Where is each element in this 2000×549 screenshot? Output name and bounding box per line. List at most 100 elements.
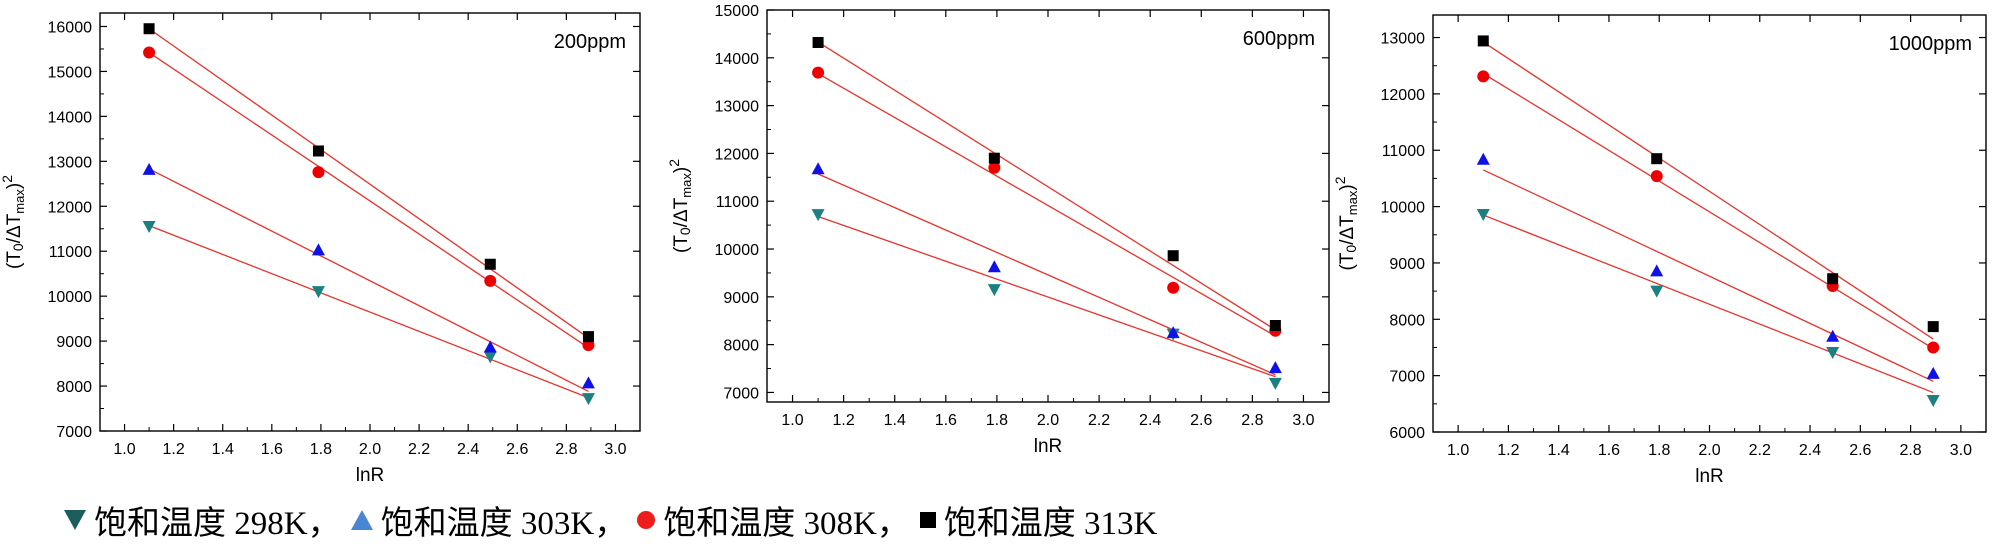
fit-line — [1482, 41, 1934, 340]
triangle-up-icon — [350, 510, 373, 530]
x-tick-label: 1.6 — [935, 412, 957, 429]
data-point — [1927, 341, 1940, 354]
data-point — [312, 166, 325, 179]
x-tick-label: 1.8 — [310, 441, 332, 458]
y-tick-label: 14000 — [715, 51, 760, 68]
plot-frame — [99, 12, 641, 432]
chart-panel: 1.0 1.2 1.4 1.6 1.8 2.0 2.2 2.4 2.6 2.8 3.0 6000 700… — [1332, 14, 1987, 487]
x-tick-label: 2.0 — [1037, 412, 1059, 429]
data-point — [1650, 170, 1663, 183]
fit-line — [148, 28, 589, 339]
legend-label-298k: 饱和温度 298K — [94, 506, 308, 542]
x-tick-label: 3.0 — [1292, 412, 1314, 429]
data-point — [1927, 321, 1939, 333]
data-point — [143, 46, 156, 59]
data-point — [1167, 250, 1179, 262]
legend-item-298k: 饱和温度 298K， — [62, 496, 349, 544]
y-tick-label: 7000 — [723, 385, 759, 402]
chart-panel: 1.0 1.2 1.4 1.6 1.8 2.0 2.2 2.4 2.6 2.8 3.0 7000 800… — [0, 12, 641, 486]
x-tick-label: 1.0 — [113, 441, 135, 458]
y-axis-label: (T0/ΔTmax)2 — [666, 159, 694, 253]
x-tick-label: 1.4 — [884, 412, 906, 429]
data-point — [581, 393, 595, 406]
data-point — [1166, 326, 1180, 339]
data-point — [1650, 285, 1664, 298]
data-point — [143, 23, 155, 35]
y-tick-label: 8000 — [723, 338, 759, 355]
legend: 饱和温度 298K， 饱和温度 303K， 饱和温度 308K， 饱和温度 31… — [62, 500, 1165, 542]
fit-line — [1482, 73, 1934, 350]
x-tick-label: 2.4 — [1139, 412, 1161, 429]
panel-title: 1000ppm — [1889, 33, 1972, 55]
data-point — [311, 243, 325, 256]
x-tick-label: 2.2 — [408, 441, 430, 458]
data-point — [311, 286, 325, 299]
x-tick-label: 2.6 — [506, 441, 528, 458]
legend-separator: ， — [594, 506, 628, 542]
data-point — [581, 376, 595, 389]
data-point — [1926, 366, 1940, 379]
data-point — [812, 37, 824, 49]
y-tick-label: 8000 — [56, 379, 92, 396]
legend-separator: ， — [876, 506, 910, 542]
y-tick-label: 7000 — [56, 424, 92, 441]
square-icon — [919, 512, 936, 528]
x-tick-label: 2.6 — [1849, 442, 1871, 459]
x-tick-label: 1.6 — [1598, 442, 1620, 459]
legend-label-313k: 饱和温度 313K — [943, 506, 1158, 542]
data-point — [1826, 347, 1840, 360]
y-tick-label: 13000 — [48, 154, 93, 171]
fit-line — [1482, 169, 1934, 382]
data-point — [1268, 377, 1282, 390]
x-tick-label: 2.6 — [1190, 412, 1212, 429]
x-tick-label: 1.8 — [986, 412, 1008, 429]
data-point — [142, 162, 156, 175]
x-axis-label: lnR — [1034, 436, 1063, 457]
data-point — [483, 340, 497, 353]
circle-icon — [637, 511, 656, 529]
data-point — [811, 162, 825, 175]
plot-frame — [1432, 14, 1987, 433]
y-axis-label: (T0/ΔTmax)2 — [0, 175, 27, 269]
legend-item-308k: 饱和温度 308K， — [635, 496, 918, 544]
y-tick-label: 10000 — [715, 242, 760, 259]
x-tick-label: 2.0 — [1698, 442, 1720, 459]
fit-line — [148, 224, 589, 399]
data-point — [1268, 361, 1282, 374]
y-tick-label: 13000 — [1381, 31, 1426, 48]
fit-line — [148, 168, 589, 393]
panel-title: 600ppm — [1243, 28, 1315, 50]
y-tick-label: 13000 — [715, 99, 760, 116]
x-tick-label: 1.0 — [1447, 442, 1469, 459]
data-point — [1477, 70, 1490, 83]
y-tick-label: 9000 — [723, 290, 759, 307]
y-tick-label: 10000 — [1381, 200, 1426, 217]
data-point — [811, 209, 825, 222]
data-point — [582, 331, 594, 343]
x-tick-label: 2.4 — [1799, 442, 1821, 459]
y-tick-label: 15000 — [715, 3, 760, 20]
legend-label-303k: 饱和温度 303K — [380, 506, 595, 542]
y-tick-label: 7000 — [1389, 369, 1425, 386]
data-point — [988, 152, 1000, 164]
x-tick-label: 2.2 — [1088, 412, 1110, 429]
triangle-down-icon — [64, 510, 86, 530]
data-point — [987, 284, 1001, 297]
data-point — [1476, 208, 1490, 221]
data-point — [312, 145, 324, 157]
x-tick-label: 2.2 — [1749, 442, 1771, 459]
y-tick-label: 16000 — [48, 19, 93, 36]
x-tick-label: 1.0 — [781, 412, 803, 429]
fit-line — [148, 52, 589, 349]
data-point — [812, 66, 825, 79]
fit-line — [817, 173, 1276, 376]
y-tick-label: 9000 — [1389, 256, 1425, 273]
data-point — [1827, 273, 1839, 285]
y-tick-label: 9000 — [56, 334, 92, 351]
data-point — [1477, 35, 1489, 47]
data-point — [1651, 153, 1663, 165]
chart-panel: 1.0 1.2 1.4 1.6 1.8 2.0 2.2 2.4 2.6 2.8 3.0 7000 800… — [666, 3, 1330, 457]
x-tick-label: 1.4 — [212, 441, 234, 458]
fit-line — [817, 73, 1276, 337]
